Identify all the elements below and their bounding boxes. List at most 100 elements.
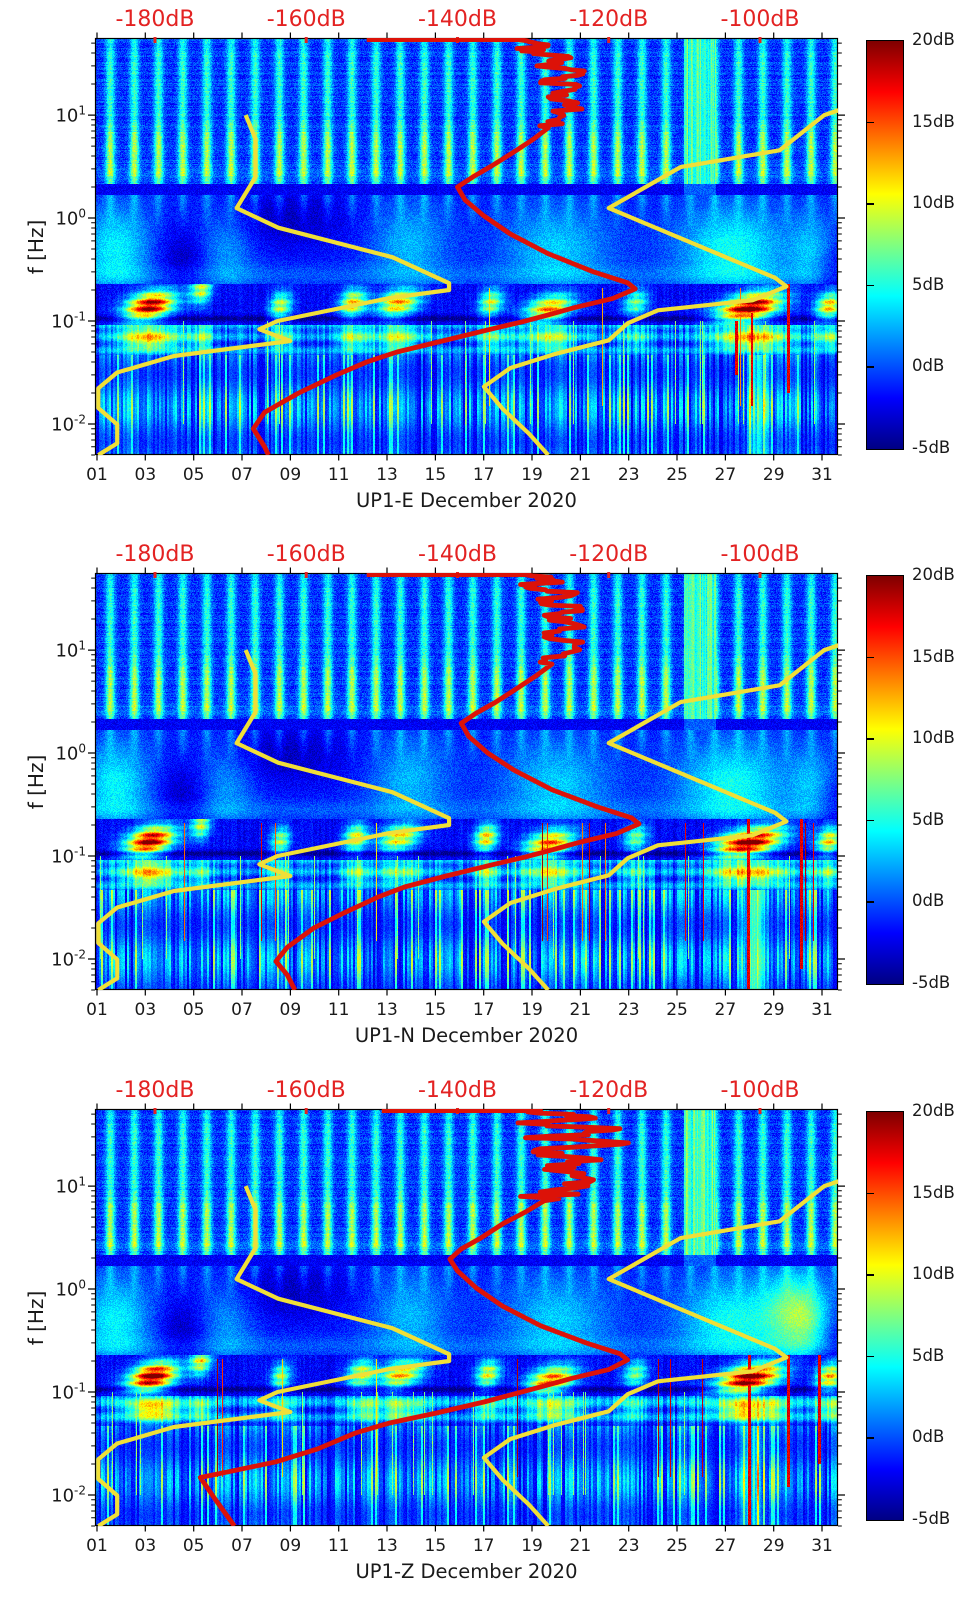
x-tick-label: 21 bbox=[569, 465, 592, 485]
axis-ticks-panel-0 bbox=[88, 32, 845, 461]
x-tick-label: 29 bbox=[762, 1000, 785, 1020]
colorbar-tick bbox=[867, 1437, 874, 1439]
panel-title: UP1-N December 2020 bbox=[354, 1024, 579, 1047]
y-tick-base: 10 bbox=[51, 1382, 75, 1404]
x-tick-label: 31 bbox=[811, 465, 833, 485]
colorbar-tick bbox=[867, 901, 874, 903]
x-tick-label: 05 bbox=[182, 1000, 205, 1020]
x-tick-label: 05 bbox=[182, 465, 205, 485]
median-psd-curve-up1-z bbox=[197, 1109, 631, 1526]
colorbar-tick-label: 15dB bbox=[912, 111, 955, 131]
y-tick-label: 101 bbox=[55, 1176, 86, 1197]
plot-border-panel-1 bbox=[94, 572, 839, 991]
colorbar-tick-label: 10dB bbox=[912, 1263, 955, 1283]
y-tick-base: 10 bbox=[55, 1176, 79, 1198]
x-tick-label: 09 bbox=[279, 1000, 302, 1020]
y-tick-label: 101 bbox=[55, 105, 86, 126]
y-axis-label: f [Hz] bbox=[24, 754, 48, 809]
spectrogram-heatmap-up1-n bbox=[95, 573, 838, 990]
y-tick-label: 10-2 bbox=[51, 1484, 86, 1505]
y-axis-label: f [Hz] bbox=[24, 1290, 48, 1345]
top-db-label: -120dB bbox=[569, 7, 649, 32]
x-tick-label: 17 bbox=[472, 1536, 495, 1556]
y-tick-base: 10 bbox=[51, 1485, 75, 1507]
colorbar-tick-label: 15dB bbox=[912, 646, 955, 666]
y-tick-label: 100 bbox=[55, 1279, 86, 1300]
colorbar-tick bbox=[867, 819, 874, 822]
x-tick-label: 15 bbox=[424, 1000, 447, 1020]
x-tick-label: 31 bbox=[811, 1000, 833, 1020]
x-tick-label: 21 bbox=[569, 1000, 592, 1020]
axis-minor-ticks-panel-0 bbox=[91, 42, 842, 456]
y-tick-label: 10-1 bbox=[51, 846, 86, 867]
y-tick-label: 10-1 bbox=[51, 1382, 86, 1403]
top-db-label: -180dB bbox=[115, 1078, 195, 1103]
colorbar-tick bbox=[867, 1274, 874, 1276]
colorbar-up1-e bbox=[866, 40, 904, 450]
y-tick-exponent: -1 bbox=[74, 309, 86, 324]
x-tick-label: 03 bbox=[134, 1000, 157, 1020]
x-tick-label: 25 bbox=[666, 465, 688, 485]
y-tick-exponent: -2 bbox=[74, 1483, 86, 1498]
y-tick-exponent: 1 bbox=[78, 1174, 86, 1189]
colorbar-tick-label: 15dB bbox=[912, 1182, 955, 1202]
x-tick-label: 11 bbox=[327, 1536, 350, 1556]
nlnm-curve-up1-z bbox=[96, 1185, 452, 1526]
x-tick-label: 23 bbox=[617, 1000, 640, 1020]
colorbar-tick-label: 0dB bbox=[912, 356, 945, 376]
nhnm-curve-up1-n bbox=[481, 643, 838, 990]
colorbar-tick-label: 10dB bbox=[912, 727, 955, 747]
top-db-label: -120dB bbox=[569, 1078, 649, 1103]
axis-minor-ticks-panel-2 bbox=[91, 1113, 842, 1527]
spectrogram-heatmap-up1-e bbox=[95, 38, 838, 455]
x-tick-label: 01 bbox=[86, 1000, 108, 1020]
colorbar-tick-label: 10dB bbox=[912, 192, 955, 212]
x-tick-label: 15 bbox=[424, 1536, 447, 1556]
y-tick-base: 10 bbox=[55, 640, 79, 662]
x-tick-label: 07 bbox=[231, 1536, 253, 1556]
y-tick-label: 10-2 bbox=[51, 413, 86, 434]
top-db-label: -100dB bbox=[720, 7, 800, 32]
colorbar-tick bbox=[867, 1192, 874, 1194]
x-tick-label: 31 bbox=[811, 1536, 833, 1556]
colorbar-tick-label: 0dB bbox=[912, 891, 945, 911]
median-psd-curve-up1-n bbox=[273, 573, 642, 990]
y-tick-base: 10 bbox=[51, 311, 75, 333]
y-tick-exponent: -1 bbox=[74, 1380, 86, 1395]
colorbar-tick bbox=[867, 203, 874, 205]
plot-border-panel-2 bbox=[94, 1108, 839, 1527]
colorbar-tick bbox=[867, 738, 874, 740]
top-db-label: -160dB bbox=[266, 542, 346, 567]
y-tick-exponent: -1 bbox=[74, 844, 86, 859]
x-tick-label: 07 bbox=[231, 1000, 253, 1020]
y-tick-base: 10 bbox=[55, 105, 79, 127]
top-db-label: -180dB bbox=[115, 7, 195, 32]
x-tick-label: 25 bbox=[666, 1536, 688, 1556]
y-tick-base: 10 bbox=[51, 846, 75, 868]
x-tick-label: 23 bbox=[617, 1536, 640, 1556]
x-tick-label: 19 bbox=[521, 1536, 543, 1556]
spectrogram-heatmap-up1-z bbox=[95, 1109, 838, 1526]
y-tick-exponent: 0 bbox=[78, 206, 86, 221]
colorbar-tick bbox=[867, 284, 874, 287]
top-db-label: -140dB bbox=[417, 542, 497, 567]
top-db-label: -180dB bbox=[115, 542, 195, 567]
axis-ticks-panel-2 bbox=[88, 1103, 845, 1532]
y-tick-exponent: 1 bbox=[78, 638, 86, 653]
x-tick-label: 29 bbox=[762, 1536, 785, 1556]
colorbar-tick-label: 20dB bbox=[912, 564, 955, 584]
colorbar-tick bbox=[867, 121, 874, 123]
x-tick-label: 21 bbox=[569, 1536, 592, 1556]
x-tick-label: 13 bbox=[376, 1000, 398, 1020]
x-tick-label: 17 bbox=[472, 1000, 495, 1020]
y-tick-base: 10 bbox=[51, 414, 75, 436]
colorbar-tick bbox=[867, 656, 874, 658]
top-db-label: -140dB bbox=[417, 1078, 497, 1103]
x-tick-label: 23 bbox=[617, 465, 640, 485]
colorbar-up1-n bbox=[866, 575, 904, 985]
nlnm-curve-up1-n bbox=[96, 649, 452, 990]
x-tick-label: 25 bbox=[666, 1000, 688, 1020]
colorbar-tick bbox=[867, 366, 874, 368]
y-tick-base: 10 bbox=[55, 743, 79, 765]
